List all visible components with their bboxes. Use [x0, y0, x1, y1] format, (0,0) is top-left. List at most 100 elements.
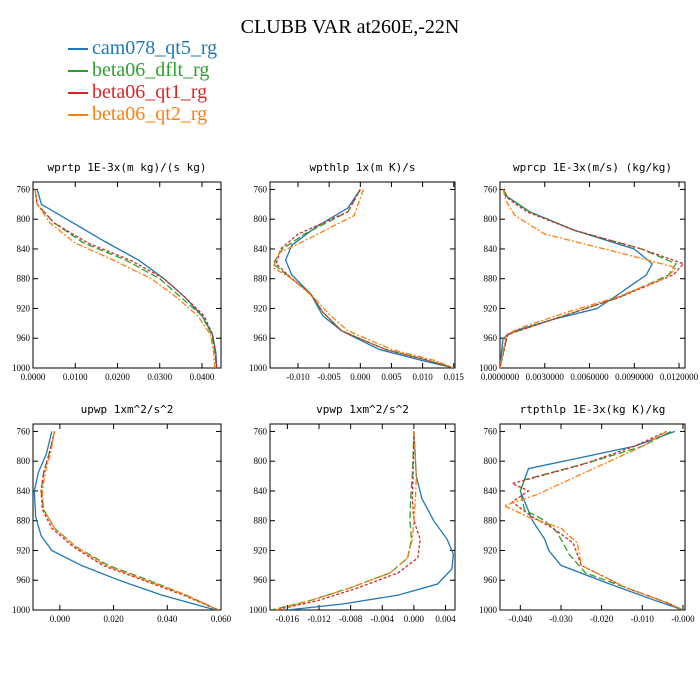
panel-2-title: wpthlp 1x(m K)/s: [310, 161, 416, 174]
panel-1-frame: [32, 181, 222, 369]
series-line-beta06_qt2_rg: [500, 189, 678, 368]
y-tick-label: 840: [254, 244, 268, 254]
series-line-beta06_qt2_rg: [502, 430, 684, 610]
legend-swatch-4: [68, 114, 88, 117]
y-tick-label: 920: [17, 545, 31, 555]
y-tick-label: 960: [254, 333, 268, 343]
x-tick-label: 0.0200: [105, 372, 130, 382]
x-tick-label: 0.0400: [190, 372, 215, 382]
y-tick-label: 920: [484, 545, 498, 555]
series-line-beta06_dflt_rg: [500, 189, 677, 368]
x-tick-label: 0.000: [350, 372, 371, 382]
figure-title: CLUBB VAR at260E,-22N: [240, 16, 460, 38]
panel-2-frame: [269, 181, 456, 369]
series-line-beta06_qt2_rg: [41, 431, 219, 610]
x-tick-label: 0.0100: [63, 372, 88, 382]
y-tick-label: 1000: [249, 363, 268, 373]
panel-5: vpwp 1xm^2/s^2 760 800 840 880 920 960 1000 -0.0…: [249, 403, 456, 624]
x-tick-label: 0.0120000: [660, 372, 699, 382]
legend-item-3: beta06_qt1_rg: [68, 81, 217, 103]
panel-3-title: wprcp 1E-3x(m/s) (kg/kg): [513, 161, 672, 174]
panel-3: wprcp 1E-3x(m/s) (kg/kg) 760 800 840 880 920 9…: [479, 161, 699, 382]
panel-5-frame: [269, 423, 456, 611]
x-tick-label: 0.015: [444, 372, 465, 382]
x-tick-label: 0.0300: [147, 372, 172, 382]
y-tick-label: 920: [17, 303, 31, 313]
y-tick-label: 760: [484, 426, 498, 436]
legend-item-1: cam078_qt5_rg: [68, 37, 217, 59]
x-tick-label: 0.000: [50, 614, 71, 624]
series-line-beta06_qt1_rg: [34, 189, 218, 368]
y-tick-label: 760: [17, 426, 31, 436]
y-tick-label: 960: [17, 575, 31, 585]
series-line-beta06_dflt_rg: [271, 431, 415, 610]
y-tick-label: 840: [17, 244, 31, 254]
legend-item-4: beta06_qt2_rg: [68, 103, 217, 125]
y-tick-label: 840: [254, 486, 268, 496]
legend-swatch-2: [68, 70, 88, 73]
series-line-beta06_qt2_rg: [275, 431, 417, 610]
y-tick-label: 880: [254, 274, 268, 284]
x-tick-label: 0.020: [103, 614, 124, 624]
x-tick-label: -0.030: [549, 614, 573, 624]
x-tick-label: -0.000: [671, 614, 695, 624]
x-tick-label: 0.0060000: [570, 372, 609, 382]
x-tick-label: -0.040: [509, 614, 533, 624]
panel-4: upwp 1xm^2/s^2 760 800 840 880 920 960 1000 0.00…: [12, 403, 232, 624]
y-tick-label: 960: [17, 333, 31, 343]
x-tick-label: 0.000: [404, 614, 425, 624]
legend: cam078_qt5_rg beta06_dflt_rg beta06_qt1_…: [68, 37, 217, 125]
panel-6: rtpthlp 1E-3x(kg K)/kg 760 800 840 880 920 960…: [479, 403, 695, 624]
series-line-beta06_dflt_rg: [519, 430, 684, 610]
panel-5-title: vpwp 1xm^2/s^2: [316, 403, 409, 416]
y-tick-label: 960: [484, 575, 498, 585]
panel-3-frame: [499, 181, 686, 369]
y-tick-label: 800: [254, 456, 268, 466]
y-tick-label: 1000: [249, 605, 268, 615]
y-tick-label: 880: [17, 516, 31, 526]
panel-1-title: wprtp 1E-3x(m kg)/(s kg): [48, 161, 207, 174]
x-tick-label: -0.016: [276, 614, 300, 624]
y-tick-label: 960: [484, 333, 498, 343]
legend-label-1: cam078_qt5_rg: [92, 37, 218, 59]
x-tick-label: 0.004: [435, 614, 456, 624]
y-tick-label: 800: [17, 214, 31, 224]
y-tick-label: 880: [484, 274, 498, 284]
x-tick-label: 0.040: [157, 614, 178, 624]
y-tick-label: 960: [254, 575, 268, 585]
x-tick-label: -0.005: [318, 372, 342, 382]
y-tick-label: 920: [254, 545, 268, 555]
series-line-beta06_qt1_rg: [500, 189, 685, 368]
x-tick-label: -0.010: [286, 372, 310, 382]
y-tick-label: 920: [254, 303, 268, 313]
series-line-beta06_qt1_rg: [510, 430, 684, 610]
x-tick-label: 0.060: [211, 614, 232, 624]
y-tick-label: 1000: [12, 605, 31, 615]
legend-label-2: beta06_dflt_rg: [92, 59, 210, 81]
legend-swatch-3: [68, 92, 88, 95]
series-line-beta06_dflt_rg: [40, 431, 219, 610]
y-tick-label: 760: [254, 426, 268, 436]
series-line-beta06_qt2_rg: [272, 189, 455, 368]
y-tick-label: 880: [254, 516, 268, 526]
y-tick-label: 840: [17, 486, 31, 496]
y-tick-label: 800: [254, 214, 268, 224]
series-line-cam078_qt5_rg: [519, 430, 684, 610]
x-tick-label: 0.005: [381, 372, 402, 382]
y-tick-label: 840: [484, 486, 498, 496]
y-tick-label: 760: [254, 184, 268, 194]
panel-4-title: upwp 1xm^2/s^2: [81, 403, 174, 416]
legend-swatch-1: [68, 48, 88, 51]
legend-item-2: beta06_dflt_rg: [68, 59, 217, 81]
series-line-beta06_qt2_rg: [34, 189, 216, 368]
panel-1: wprtp 1E-3x(m kg)/(s kg) 760 800 840 880 920 9…: [12, 161, 222, 382]
y-tick-label: 1000: [479, 605, 498, 615]
x-tick-label: 0.0000: [21, 372, 46, 382]
y-tick-label: 920: [484, 303, 498, 313]
y-tick-label: 800: [17, 456, 31, 466]
series-line-cam078_qt5_rg: [284, 189, 454, 368]
y-tick-label: 760: [17, 184, 31, 194]
y-tick-label: 880: [484, 516, 498, 526]
x-tick-label: -0.020: [590, 614, 614, 624]
